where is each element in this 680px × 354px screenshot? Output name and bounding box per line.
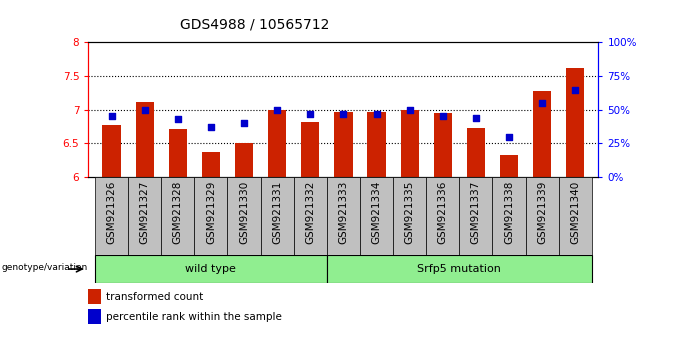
Bar — [526, 177, 559, 255]
Bar — [559, 177, 592, 255]
Bar — [103, 125, 120, 177]
Bar — [533, 91, 551, 177]
Text: GSM921336: GSM921336 — [438, 181, 447, 244]
Text: wild type: wild type — [186, 264, 237, 274]
Point — [570, 87, 581, 92]
Bar — [128, 177, 161, 255]
Bar — [566, 68, 584, 177]
Bar — [327, 255, 592, 283]
Point — [139, 107, 150, 113]
Point — [437, 114, 448, 119]
Bar — [194, 177, 228, 255]
Bar — [301, 122, 320, 177]
Text: Srfp5 mutation: Srfp5 mutation — [418, 264, 501, 274]
Text: GSM921335: GSM921335 — [405, 181, 415, 244]
Bar — [393, 177, 426, 255]
Text: GSM921331: GSM921331 — [272, 181, 282, 244]
Text: genotype/variation: genotype/variation — [2, 263, 88, 272]
Point — [471, 115, 481, 121]
Point — [205, 124, 216, 130]
Point — [272, 107, 283, 113]
Point — [338, 111, 349, 116]
Text: GSM921337: GSM921337 — [471, 181, 481, 244]
Point — [106, 114, 117, 119]
Bar — [95, 255, 327, 283]
Point — [172, 116, 183, 122]
Point — [404, 107, 415, 113]
Text: percentile rank within the sample: percentile rank within the sample — [106, 312, 282, 322]
Bar — [401, 110, 419, 177]
Bar — [202, 152, 220, 177]
Text: GSM921328: GSM921328 — [173, 181, 183, 244]
Bar — [492, 177, 526, 255]
Bar — [459, 177, 492, 255]
Text: GSM921339: GSM921339 — [537, 181, 547, 244]
Bar — [426, 177, 459, 255]
Text: GSM921332: GSM921332 — [305, 181, 316, 244]
Text: GSM921333: GSM921333 — [339, 181, 348, 244]
Bar — [294, 177, 327, 255]
Text: transformed count: transformed count — [106, 292, 203, 302]
Text: GSM921327: GSM921327 — [139, 181, 150, 244]
Bar — [161, 177, 194, 255]
Point — [371, 111, 382, 116]
Bar — [434, 113, 452, 177]
Text: GSM921329: GSM921329 — [206, 181, 216, 244]
Bar — [135, 102, 154, 177]
Bar — [360, 177, 393, 255]
Bar — [466, 128, 485, 177]
Bar — [169, 129, 187, 177]
Text: GSM921326: GSM921326 — [107, 181, 116, 244]
Bar — [235, 143, 253, 177]
Bar — [228, 177, 260, 255]
Text: GSM921334: GSM921334 — [371, 181, 381, 244]
Bar — [88, 290, 101, 304]
Bar — [500, 155, 518, 177]
Point — [305, 111, 316, 116]
Bar — [367, 113, 386, 177]
Bar — [327, 177, 360, 255]
Point — [239, 120, 250, 126]
Bar — [260, 177, 294, 255]
Text: GSM921338: GSM921338 — [504, 181, 514, 244]
Text: GSM921340: GSM921340 — [571, 181, 580, 244]
Point — [504, 134, 515, 139]
Bar — [268, 110, 286, 177]
Bar — [335, 112, 352, 177]
Point — [537, 100, 547, 106]
Bar — [95, 177, 128, 255]
Text: GDS4988 / 10565712: GDS4988 / 10565712 — [180, 18, 330, 32]
Bar — [88, 309, 101, 324]
Text: GSM921330: GSM921330 — [239, 181, 249, 244]
